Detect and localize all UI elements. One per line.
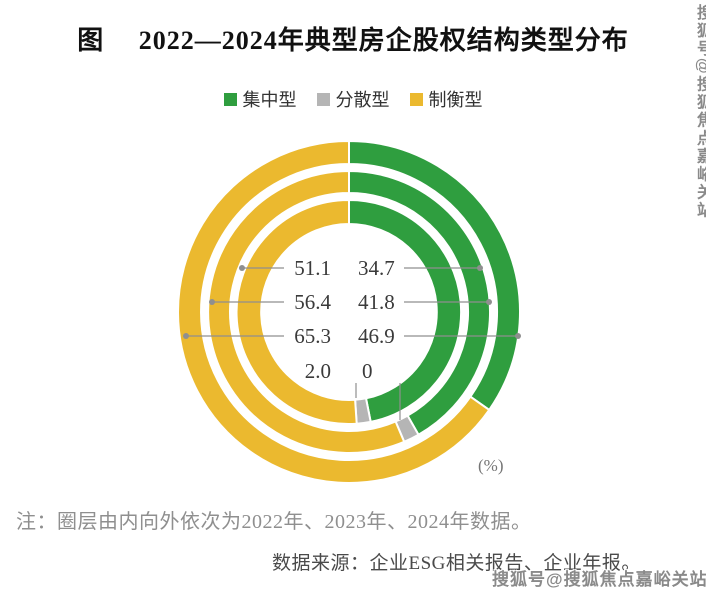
value-label: 41.8: [358, 290, 395, 314]
leader-dot: [515, 333, 521, 339]
ring-2023-segment-制衡型: [207, 169, 406, 454]
legend-item-集中型: 集中型: [223, 86, 297, 112]
value-label: 56.4: [294, 290, 331, 314]
legend-swatch: [316, 92, 330, 106]
legend-swatch: [223, 92, 237, 106]
legend-item-制衡型: 制衡型: [409, 86, 483, 112]
chart-title: 图 2022—2024年典型房企股权结构类型分布: [77, 26, 629, 55]
legend-label: 集中型: [242, 90, 297, 110]
percent-unit-label: (%): [478, 456, 504, 475]
legend-label: 分散型: [335, 90, 390, 110]
leader-dot: [209, 299, 215, 305]
legend-label: 制衡型: [428, 90, 483, 110]
watermark-bottom: 搜狐号@搜狐焦点嘉峪关站: [492, 570, 706, 589]
value-label: 0: [362, 359, 373, 383]
leader-dot: [183, 333, 189, 339]
legend: 集中型 分散型 制衡型: [0, 86, 706, 112]
value-label: 51.1: [294, 256, 331, 280]
ring-2024-segment-制衡型: [177, 139, 491, 484]
watermark-right: 搜狐号@搜狐焦点嘉峪关站: [694, 4, 706, 220]
value-label: 34.7: [358, 256, 395, 280]
value-label: 65.3: [294, 324, 331, 348]
value-label: 46.9: [358, 324, 395, 348]
ring-2022-segment-制衡型: [235, 198, 358, 425]
leader-dot: [486, 299, 492, 305]
leader-dot: [477, 265, 483, 271]
value-label: 2.0: [305, 359, 331, 383]
leader-dot: [239, 265, 245, 271]
note-text: 注：圈层由内向外依次为2022年、2023年、2024年数据。: [16, 511, 532, 533]
legend-swatch: [409, 92, 423, 106]
legend-item-分散型: 分散型: [316, 86, 390, 112]
source-text: 数据来源：企业ESG相关报告、企业年报。: [272, 553, 641, 574]
